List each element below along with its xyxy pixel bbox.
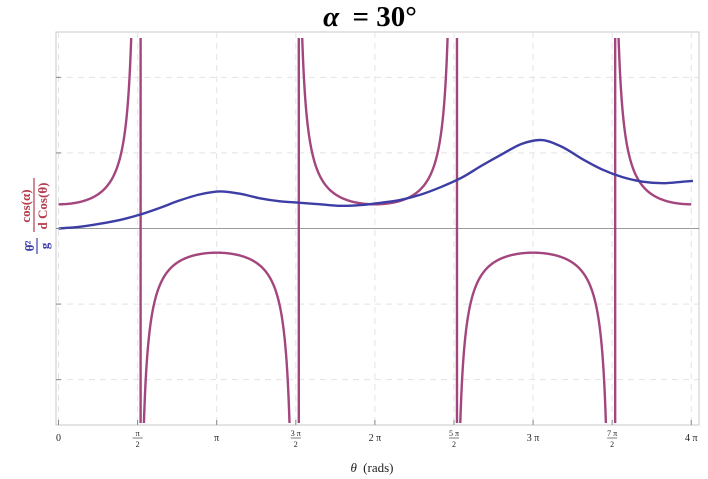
x-tick-numerator: 7 π bbox=[607, 429, 617, 438]
x-tick-numerator: 3 π bbox=[291, 429, 301, 438]
grid bbox=[56, 32, 699, 425]
series-secant-branch bbox=[459, 251, 608, 423]
x-tick-label: 2 π bbox=[369, 433, 382, 444]
series-secant-branch bbox=[142, 251, 291, 423]
series-theta-dot-squared bbox=[58, 138, 694, 230]
x-tick-denominator: 2 bbox=[610, 440, 614, 449]
axis-ticks: 0 π 2 π 3 π 2 2 π 5 π 2 3 π 7 π 2 4 π bbox=[56, 76, 698, 449]
series-secant-branch bbox=[58, 38, 133, 206]
x-axis-label: θ (rads) bbox=[351, 460, 394, 475]
title-symbol: α bbox=[323, 1, 340, 33]
y-label-red-den: d Cos(θ) bbox=[35, 183, 50, 230]
y-label-blue-den: g bbox=[37, 242, 52, 249]
x-tick-denominator: 2 bbox=[294, 440, 298, 449]
x-tick-numerator: π bbox=[136, 429, 140, 438]
series-layer bbox=[58, 38, 694, 423]
x-tick-denominator: 2 bbox=[136, 440, 140, 449]
x-tick-numerator: 5 π bbox=[449, 429, 459, 438]
series-secant-branch bbox=[617, 38, 692, 206]
x-tick-label: π bbox=[214, 433, 219, 444]
x-label-symbol: θ bbox=[351, 460, 358, 475]
y-label-blue-num: θ̇² bbox=[22, 241, 37, 252]
x-tick-label: 4 π bbox=[685, 433, 698, 444]
chart-title: α = 30° bbox=[323, 1, 417, 33]
x-tick-denominator: 2 bbox=[452, 440, 456, 449]
x-tick-label: 0 bbox=[56, 433, 61, 444]
y-label-red-num: cos(α) bbox=[18, 189, 33, 222]
title-value: = 30° bbox=[352, 1, 416, 33]
x-tick-label: 3 π bbox=[527, 433, 540, 444]
x-label-units: (rads) bbox=[363, 460, 393, 475]
y-axis-label: θ̇² g cos(α) d Cos(θ) bbox=[18, 178, 52, 254]
